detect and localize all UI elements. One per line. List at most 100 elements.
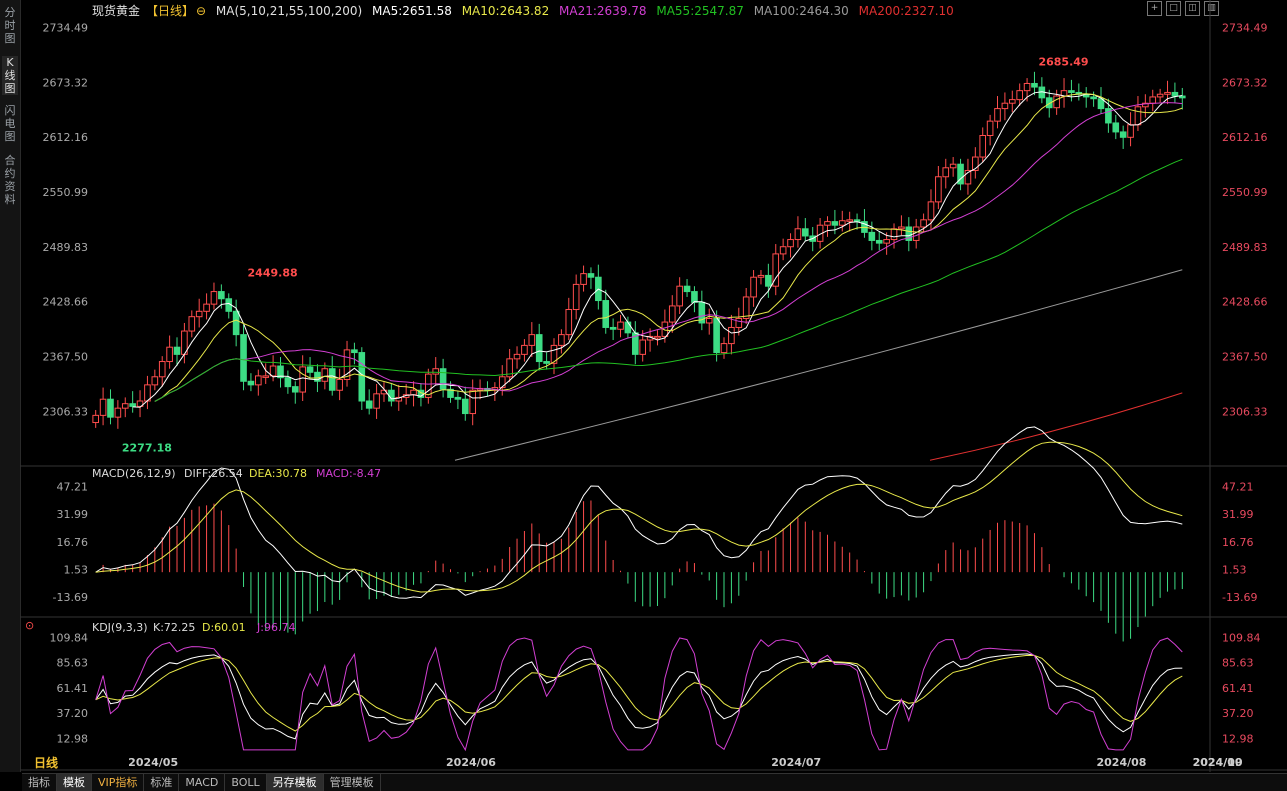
candle-body: [195, 310, 203, 318]
candle-body: [617, 321, 624, 330]
crosshair-icon[interactable]: +: [1147, 1, 1162, 16]
tab-flash-chart[interactable]: 闪电图: [4, 104, 16, 143]
ma-params[interactable]: MA(5,10,21,55,100,200): [215, 4, 363, 18]
candle-body: [1016, 90, 1023, 101]
candle-body: [107, 398, 114, 418]
kdj-params: KDJ(9,3,3): [92, 621, 148, 634]
kdj-y-tick-right: 37.20: [1222, 707, 1254, 720]
candle-body: [203, 303, 210, 312]
ma5-line: [132, 91, 1183, 408]
candle-body: [972, 156, 979, 171]
kdj-d-line: [95, 654, 1183, 732]
kdj-y-tick-right: 12.98: [1222, 732, 1254, 745]
candle-body: [188, 316, 196, 332]
kdj-y-tick-left: 12.98: [57, 732, 89, 745]
macd-params: MACD(26,12,9): [92, 467, 176, 480]
y-tick-label-right: 2428.66: [1222, 296, 1268, 309]
candle-body: [735, 317, 743, 328]
kdj-y-tick-left: 109.84: [50, 631, 89, 644]
candle-body: [765, 274, 772, 287]
macd-value: MACD:-8.47: [316, 467, 381, 480]
candle-body: [521, 344, 528, 355]
candle-body: [173, 346, 181, 355]
candle-body: [506, 358, 513, 378]
candle-body: [1112, 122, 1120, 133]
tab-manage-template[interactable]: 管理模板: [324, 774, 381, 791]
tab-boll[interactable]: BOLL: [225, 774, 267, 791]
ma100-value: MA100:2464.30: [753, 4, 849, 18]
tab-time-chart[interactable]: 分时图: [4, 6, 16, 45]
candle-body: [713, 317, 720, 354]
candle-body: [794, 228, 802, 241]
candle-body: [927, 201, 935, 221]
candle-body: [158, 361, 166, 378]
candle-body: [742, 296, 750, 319]
candle-body: [609, 326, 617, 330]
macd-y-tick-right: 16.76: [1222, 536, 1254, 549]
tab-macd[interactable]: MACD: [179, 774, 226, 791]
y-tick-label-right: 2306.33: [1222, 405, 1268, 418]
candle-body: [572, 283, 580, 311]
layout-2-icon[interactable]: ◫: [1185, 1, 1200, 16]
candle-body: [151, 376, 159, 386]
candle-body: [92, 414, 100, 424]
tab-contract-info[interactable]: 合约资料: [4, 154, 16, 206]
candle-body: [277, 365, 284, 379]
candle-body: [432, 368, 440, 375]
tab-save-template[interactable]: 另存模板: [266, 774, 324, 791]
candle-body: [1178, 95, 1186, 99]
macd-diff-value: DIFF:26.54: [184, 467, 243, 480]
kdj-y-tick-left: 37.20: [57, 707, 89, 720]
candle-body: [336, 378, 343, 391]
x-tick-label: 2024/06: [446, 756, 496, 769]
bottom-toolbar: 指标 模板 VIP指标 标准 MACD BOLL 另存模板 管理模板: [22, 773, 1287, 791]
candle-body: [838, 220, 846, 226]
candle-body: [779, 246, 787, 255]
candle-body: [328, 368, 336, 391]
tab-indicators[interactable]: 指标: [22, 774, 57, 791]
kdj-k-line: [95, 653, 1183, 740]
candle-body: [373, 393, 380, 409]
tab-standard[interactable]: 标准: [144, 774, 180, 791]
tab-kline-chart[interactable]: K线图: [2, 56, 18, 95]
candle-body: [920, 219, 927, 228]
y-tick-label-left: 2367.50: [43, 351, 89, 364]
candle-body: [306, 366, 314, 373]
candle-body: [750, 276, 757, 298]
candle-body: [129, 403, 136, 407]
y-tick-label-left: 2489.83: [43, 241, 89, 254]
ma200-value: MA200:2327.10: [858, 4, 954, 18]
candle-body: [1134, 106, 1142, 126]
instrument-name: 现货黄金: [92, 4, 141, 18]
kdj-d-value: D:60.01: [202, 621, 246, 634]
candle-body: [1164, 91, 1171, 95]
candle-body: [247, 380, 255, 386]
tab-vip-indicators[interactable]: VIP指标: [92, 774, 145, 791]
macd-y-tick-left: 16.76: [57, 536, 89, 549]
x-tick-label: 2024/07: [771, 756, 821, 769]
ma10-line: [154, 93, 1183, 402]
candle-body: [166, 346, 173, 363]
candle-body: [1149, 96, 1157, 104]
ma55-line: [154, 158, 1183, 402]
tab-template[interactable]: 模板: [57, 774, 92, 791]
candle-body: [1045, 97, 1053, 109]
candle-body: [661, 321, 669, 337]
candle-body: [824, 221, 831, 226]
candle-body: [1001, 102, 1009, 110]
candle-body: [284, 377, 292, 388]
candle-body: [705, 317, 713, 324]
candle-body: [654, 335, 661, 339]
layout-3-icon[interactable]: ▥: [1204, 1, 1219, 16]
y-tick-label-right: 2550.99: [1222, 186, 1268, 199]
period-label[interactable]: 日线: [34, 756, 59, 770]
candle-body: [240, 334, 247, 382]
candle-body: [558, 334, 565, 346]
layout-1-icon[interactable]: □: [1166, 1, 1181, 16]
period-tag[interactable]: 【日线】: [146, 4, 195, 18]
y-tick-label-left: 2428.66: [43, 296, 89, 309]
settings-icon[interactable]: ⊖: [196, 4, 207, 18]
candle-body: [1008, 99, 1016, 104]
candle-body: [787, 239, 794, 248]
